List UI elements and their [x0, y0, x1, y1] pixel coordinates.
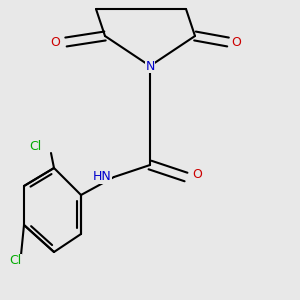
Text: O: O [192, 167, 202, 181]
Text: HN: HN [92, 170, 111, 184]
Text: Cl: Cl [30, 140, 42, 154]
Text: N: N [145, 59, 155, 73]
Text: Cl: Cl [9, 254, 21, 268]
Text: O: O [50, 35, 60, 49]
Text: O: O [231, 35, 241, 49]
